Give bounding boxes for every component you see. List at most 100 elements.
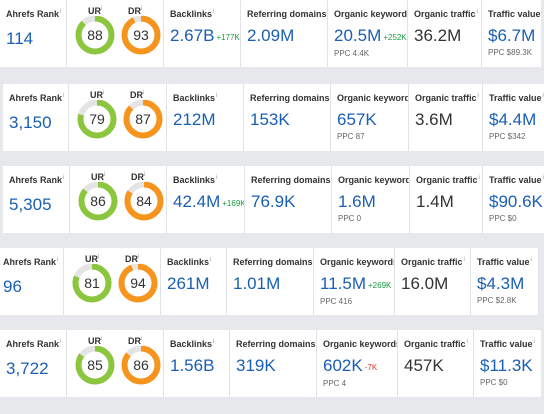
traffic-value-label: Traffic valuei (480, 337, 541, 350)
organic-traffic-value-line: 1.4M (416, 193, 482, 212)
backlinks-cell[interactable]: Backlinksi 212M (167, 84, 244, 151)
referring-domains-value[interactable]: 2.09M (247, 26, 295, 45)
ahrefs-rank-cell[interactable]: Ahrefs Ranki 3,722 (0, 330, 67, 397)
rating-gauges-cell[interactable]: 86 URi 84 DRi (70, 166, 167, 233)
organic-keywords-cell[interactable]: Organic keywordsi 602K-7K PPC 4 (317, 330, 398, 397)
referring-domains-cell[interactable]: Referring domainsi 76.9K (245, 166, 332, 233)
backlinks-value[interactable]: 42.4M (173, 192, 221, 211)
backlinks-cell[interactable]: Backlinksi 1.56B (164, 330, 230, 397)
rating-gauges-cell[interactable]: 79 URi 87 DRi (69, 84, 167, 151)
organic-traffic-cell[interactable]: Organic traffici 16.0M (395, 248, 471, 315)
organic-keywords-cell[interactable]: Organic keywordsi 11.5M+269K PPC 416 (314, 248, 395, 315)
referring-domains-value[interactable]: 319K (236, 356, 276, 375)
traffic-value-label-text: Traffic value (489, 175, 542, 185)
organic-traffic-cell[interactable]: Organic traffici 1.4M (410, 166, 483, 233)
backlinks-label-text: Backlinks (170, 339, 213, 349)
organic-traffic-label-text: Organic traffic (415, 93, 477, 103)
info-icon: i (141, 6, 143, 12)
organic-keywords-cell[interactable]: Organic keywordsi 1.6M PPC 0 (332, 166, 410, 233)
ur-ring-fill (78, 181, 118, 221)
organic-keywords-ppc: PPC 0 (338, 214, 362, 223)
metrics-row: Ahrefs Ranki 3,722 85 URi 86 DRi Backlinksi 1.5… (0, 330, 541, 397)
backlinks-cell[interactable]: Backlinksi 42.4M +169K (167, 166, 245, 233)
backlinks-cell[interactable]: Backlinksi 2.67B +177K (164, 0, 241, 67)
ahrefs-rank-value[interactable]: 3,722 (6, 359, 49, 378)
ur-label: URi (87, 6, 104, 16)
info-icon: i (542, 93, 544, 99)
organic-traffic-value[interactable]: 16.0M (401, 274, 449, 293)
traffic-value-value[interactable]: $4.4M (489, 110, 537, 129)
info-icon: i (138, 254, 140, 260)
organic-traffic-value[interactable]: 36.2M (414, 26, 462, 45)
ur-label-text: UR (90, 90, 103, 100)
organic-traffic-cell[interactable]: Organic traffici 3.6M (409, 84, 483, 151)
referring-domains-cell[interactable]: Referring domainsi 1.01M (227, 248, 314, 315)
organic-keywords-value[interactable]: 657K (337, 110, 377, 129)
dr-gauge: 86 DRi (120, 336, 162, 386)
ur-ring-fill (72, 263, 112, 303)
organic-traffic-label: Organic traffici (416, 173, 482, 186)
organic-keywords-value[interactable]: 1.6M (338, 192, 376, 211)
backlinks-value[interactable]: 261M (167, 274, 210, 293)
rating-gauges-cell[interactable]: 81 URi 94 DRi (64, 248, 161, 315)
referring-domains-value[interactable]: 153K (250, 110, 290, 129)
ur-value: 79 (89, 111, 105, 127)
dr-label-text: DR (130, 90, 143, 100)
rating-gauges-cell[interactable]: 88 URi 93 DRi (67, 0, 164, 67)
ahrefs-rank-value[interactable]: 3,150 (9, 113, 52, 132)
traffic-value-value[interactable]: $90.6K (489, 192, 543, 211)
backlinks-value[interactable]: 1.56B (170, 356, 215, 375)
referring-domains-value[interactable]: 76.9K (251, 192, 296, 211)
organic-keywords-label: Organic keywordsi (337, 91, 408, 104)
organic-keywords-value[interactable]: 602K (323, 356, 363, 375)
ahrefs-rank-value[interactable]: 5,305 (9, 195, 52, 214)
organic-keywords-label: Organic keywordsi (338, 173, 409, 186)
dr-value: 84 (136, 193, 152, 209)
traffic-value-cell[interactable]: Traffic valuei $4.4M PPC $342 (483, 84, 544, 151)
traffic-value-cell[interactable]: Traffic valuei $4.3M PPC $2.8K (471, 248, 538, 315)
backlinks-value-line: 42.4M +169K (173, 193, 244, 213)
organic-keywords-cell[interactable]: Organic keywordsi 657K PPC 87 (331, 84, 409, 151)
organic-traffic-value[interactable]: 457K (404, 356, 444, 375)
organic-traffic-cell[interactable]: Organic traffici 36.2M (408, 0, 482, 67)
referring-domains-value[interactable]: 1.01M (233, 274, 281, 293)
traffic-value-value[interactable]: $6.7M (488, 26, 536, 45)
organic-keywords-label-text: Organic keywords (337, 93, 409, 103)
ahrefs-rank-cell[interactable]: Ahrefs Ranki 5,305 (3, 166, 70, 233)
organic-keywords-cell[interactable]: Organic keywordsi 20.5M+252K PPC 4.4K (328, 0, 408, 67)
traffic-value-cell[interactable]: Traffic valuei $6.7M PPC $89.3K (482, 0, 541, 67)
referring-domains-cell[interactable]: Referring domainsi 319K (230, 330, 317, 397)
traffic-value-value[interactable]: $11.3K (480, 356, 533, 375)
traffic-value-value[interactable]: $4.3M (477, 274, 525, 293)
backlinks-value[interactable]: 2.67B (170, 26, 215, 45)
traffic-value-label-text: Traffic value (489, 93, 542, 103)
traffic-value-cell[interactable]: Traffic valuei $90.6K PPC $0 (483, 166, 544, 233)
backlinks-label: Backlinksi (170, 337, 229, 350)
organic-traffic-value[interactable]: 3.6M (415, 110, 453, 129)
referring-domains-value-line: 153K (250, 111, 330, 130)
ahrefs-rank-value[interactable]: 114 (6, 29, 34, 48)
ur-gauge: 85 URi (74, 336, 116, 386)
ahrefs-rank-value[interactable]: 96 (3, 277, 22, 296)
ahrefs-rank-label-text: Ahrefs Rank (3, 257, 57, 267)
organic-keywords-ppc: PPC 4.4K (334, 49, 370, 58)
backlinks-value[interactable]: 212M (173, 110, 216, 129)
referring-domains-cell[interactable]: Referring domainsi 2.09M (241, 0, 328, 67)
backlinks-delta: +177K (216, 33, 240, 42)
organic-keywords-value-line: 11.5M +269K (320, 275, 394, 295)
rating-gauges-cell[interactable]: 85 URi 86 DRi (67, 330, 164, 397)
referring-domains-cell[interactable]: Referring domainsi 153K (244, 84, 331, 151)
ur-ring (72, 263, 112, 303)
ahrefs-rank-cell[interactable]: Ahrefs Ranki 114 (0, 0, 67, 67)
organic-traffic-cell[interactable]: Organic traffici 457K (398, 330, 474, 397)
organic-keywords-value[interactable]: 11.5M (320, 274, 366, 293)
ahrefs-rank-cell[interactable]: Ahrefs Ranki 96 (0, 248, 64, 315)
referring-domains-label: Referring domainsi (247, 7, 327, 20)
organic-keywords-label-text: Organic keywords (320, 257, 395, 267)
ahrefs-rank-cell[interactable]: Ahrefs Ranki 3,150 (3, 84, 69, 151)
backlinks-cell[interactable]: Backlinksi 261M (161, 248, 227, 315)
info-icon: i (466, 339, 468, 345)
organic-traffic-value[interactable]: 1.4M (416, 192, 454, 211)
traffic-value-cell[interactable]: Traffic valuei $11.3K PPC $0 (474, 330, 541, 397)
organic-keywords-value[interactable]: 20.5M (334, 26, 382, 45)
